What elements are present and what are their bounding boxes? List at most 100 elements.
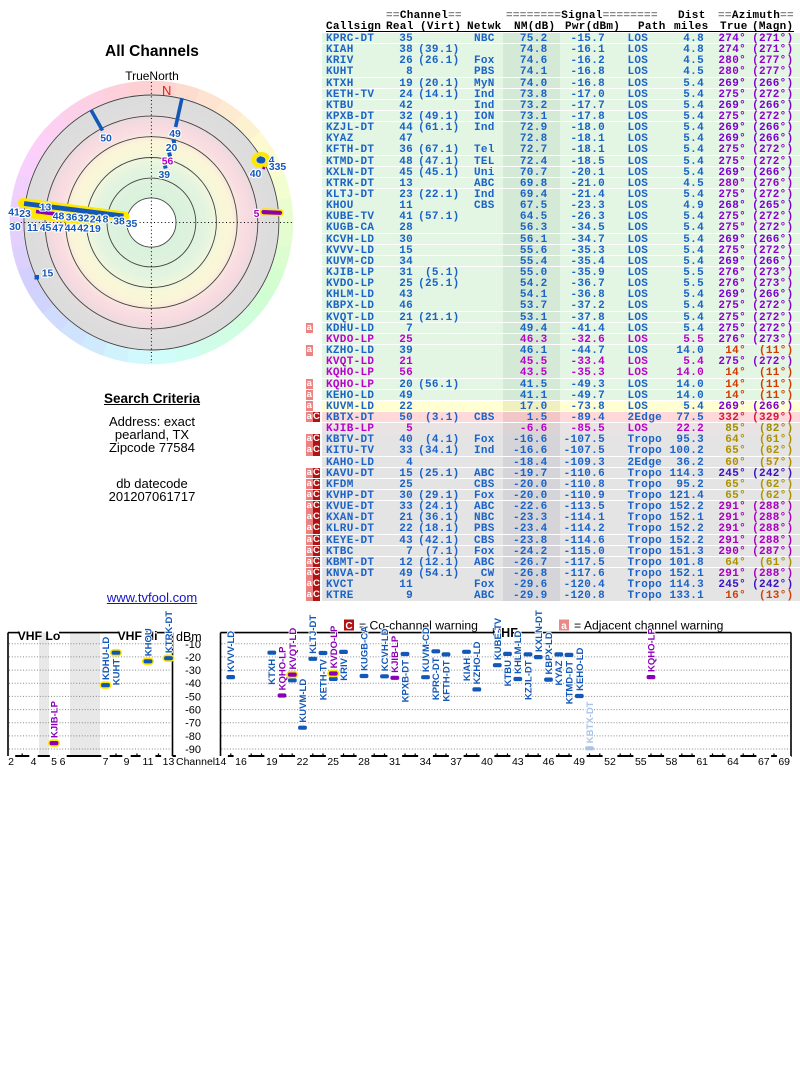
svg-text:50: 50	[100, 134, 112, 145]
svg-text:43: 43	[512, 756, 524, 768]
svg-text:49: 49	[169, 129, 181, 140]
svg-text:KQHO-LP: KQHO-LP	[647, 628, 658, 672]
svg-text:44: 44	[65, 224, 77, 235]
svg-text:40: 40	[481, 756, 493, 768]
svg-text:37: 37	[450, 756, 462, 768]
svg-text:KTBU: KTBU	[503, 660, 514, 687]
svg-text:KTMD-DT: KTMD-DT	[565, 661, 576, 704]
svg-text:45: 45	[40, 223, 52, 234]
svg-text:7: 7	[103, 756, 109, 768]
svg-text:4: 4	[31, 756, 37, 768]
svg-text:-90: -90	[185, 744, 201, 756]
svg-text:6: 6	[60, 756, 66, 768]
svg-text:KLTJ-DT: KLTJ-DT	[308, 615, 319, 654]
svg-text:20: 20	[166, 143, 178, 154]
svg-text:5: 5	[51, 756, 57, 768]
svg-text:-10: -10	[185, 639, 201, 651]
svg-text:67: 67	[758, 756, 770, 768]
svg-text:KZJL-DT: KZJL-DT	[524, 660, 535, 700]
svg-text:14: 14	[215, 756, 227, 768]
svg-text:25: 25	[327, 756, 339, 768]
svg-text:a: a	[561, 621, 567, 632]
svg-text:24: 24	[90, 215, 102, 226]
svg-text:35: 35	[126, 219, 138, 230]
svg-text:335: 335	[269, 162, 287, 173]
svg-text:KYAZ: KYAZ	[554, 660, 565, 685]
svg-text:49: 49	[573, 756, 585, 768]
svg-text:16: 16	[235, 756, 247, 768]
svg-text:32: 32	[78, 214, 90, 225]
svg-text:-80: -80	[185, 731, 201, 743]
svg-text:5: 5	[254, 209, 260, 220]
svg-text:58: 58	[666, 756, 678, 768]
svg-text:KUHT: KUHT	[112, 659, 123, 686]
svg-text:-50: -50	[185, 691, 201, 703]
svg-text:55: 55	[635, 756, 647, 768]
svg-text:22: 22	[297, 756, 309, 768]
svg-text:dBm: dBm	[176, 630, 202, 644]
svg-text:61: 61	[696, 756, 708, 768]
svg-text:KHLM-LD: KHLM-LD	[513, 630, 524, 673]
svg-text:-20: -20	[185, 652, 201, 664]
svg-text:19: 19	[89, 224, 101, 235]
svg-text:13: 13	[40, 203, 52, 214]
svg-text:42: 42	[77, 224, 89, 235]
svg-text:KUGB-CA: KUGB-CA	[360, 626, 371, 671]
svg-text:KHOU: KHOU	[144, 628, 155, 656]
svg-text:19: 19	[266, 756, 278, 768]
svg-text:KXLN-DT: KXLN-DT	[534, 610, 545, 652]
svg-text:9: 9	[124, 756, 130, 768]
svg-text:34: 34	[420, 756, 432, 768]
svg-text:KBPX-LD: KBPX-LD	[544, 632, 555, 674]
svg-text:15: 15	[42, 269, 54, 280]
svg-text:KUBE-TV: KUBE-TV	[493, 617, 504, 660]
svg-text:KTXH: KTXH	[267, 659, 278, 685]
svg-text:38: 38	[113, 217, 125, 228]
svg-text:46: 46	[543, 756, 555, 768]
svg-text:40: 40	[250, 169, 262, 180]
svg-text:-30: -30	[185, 665, 201, 677]
svg-text:KQHO-LP: KQHO-LP	[278, 646, 289, 690]
svg-text:KIAH: KIAH	[462, 658, 473, 681]
svg-text:KPRC-DT: KPRC-DT	[431, 657, 442, 700]
svg-text:64: 64	[727, 756, 739, 768]
svg-text:36: 36	[66, 213, 78, 224]
svg-text:KJIB-LP: KJIB-LP	[390, 635, 401, 673]
svg-text:VHF Hi: VHF Hi	[118, 629, 158, 643]
svg-text:= Adjacent channel warning: = Adjacent channel warning	[574, 619, 723, 633]
svg-text:4: 4	[269, 156, 275, 167]
svg-text:KZHO-LD: KZHO-LD	[472, 641, 483, 684]
svg-text:KFTH-DT: KFTH-DT	[442, 660, 453, 701]
svg-text:UHF: UHF	[492, 626, 518, 640]
svg-text:8: 8	[103, 215, 109, 226]
svg-text:KVDO-LP: KVDO-LP	[329, 625, 340, 668]
svg-text:52: 52	[604, 756, 616, 768]
svg-text:KPXB-DT: KPXB-DT	[401, 660, 412, 702]
svg-text:KUVM-LD: KUVM-LD	[298, 679, 309, 723]
svg-text:KETH-TV: KETH-TV	[319, 658, 330, 700]
svg-text:KUVM-CD: KUVM-CD	[421, 627, 432, 672]
svg-text:= Co-channel warning: = Co-channel warning	[359, 619, 478, 633]
svg-text:KEHO-LD: KEHO-LD	[575, 647, 586, 690]
svg-text:47: 47	[52, 224, 64, 235]
svg-text:VHF Lo: VHF Lo	[18, 629, 61, 643]
svg-text:69: 69	[778, 756, 790, 768]
svg-text:28: 28	[358, 756, 370, 768]
svg-text:39: 39	[159, 170, 171, 181]
svg-text:KJIB-LP: KJIB-LP	[50, 700, 61, 738]
svg-text:-60: -60	[185, 705, 201, 717]
svg-text:N: N	[162, 83, 171, 98]
svg-text:30: 30	[9, 222, 21, 233]
svg-text:11: 11	[143, 756, 154, 768]
svg-text:KCVH-LD: KCVH-LD	[380, 628, 391, 671]
svg-text:KTRK-DT: KTRK-DT	[164, 611, 175, 653]
svg-text:31: 31	[389, 756, 401, 768]
svg-text:KVQT-LD: KVQT-LD	[288, 628, 299, 670]
svg-text:48: 48	[53, 212, 65, 223]
svg-text:KVVV-LD: KVVV-LD	[226, 631, 237, 672]
svg-text:2: 2	[8, 756, 14, 768]
svg-text:23: 23	[19, 209, 31, 220]
svg-text:KDHU-LD: KDHU-LD	[101, 637, 112, 680]
svg-text:Channel: Channel	[176, 756, 215, 768]
svg-text:-70: -70	[185, 718, 201, 730]
